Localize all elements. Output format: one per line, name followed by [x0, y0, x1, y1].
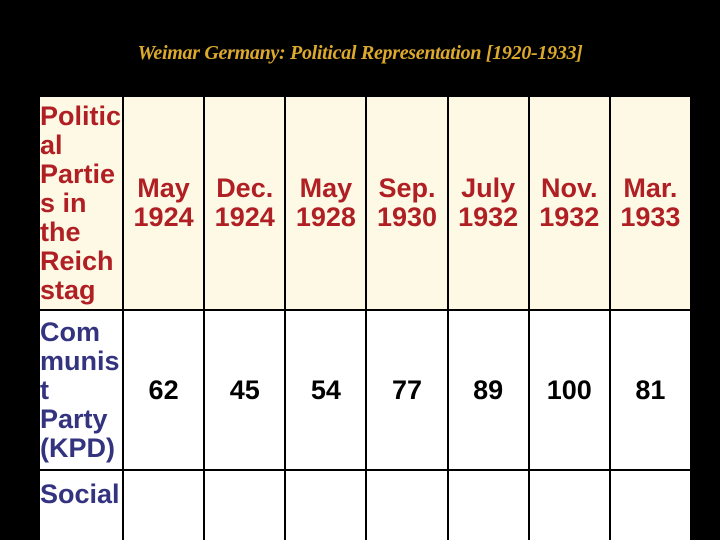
value-cell	[203, 469, 287, 540]
value-cell	[446, 469, 530, 540]
representation-table: Political Parties in the Reichstag May 1…	[38, 95, 692, 540]
column-header-sep-1930: Sep. 1930	[365, 95, 449, 311]
value-cell	[608, 469, 692, 540]
slide-title: Weimar Germany: Political Representation…	[137, 42, 583, 64]
corner-header: Political Parties in the Reichstag	[38, 95, 124, 311]
value-cell: 62	[121, 309, 206, 471]
value-cell	[121, 469, 206, 540]
column-header-may-1924: May 1924	[121, 95, 206, 311]
value-cell	[365, 469, 449, 540]
table-row-social: Social	[38, 469, 692, 540]
value-cell: 100	[527, 309, 611, 471]
column-header-mar-1933: Mar. 1933	[608, 95, 692, 311]
value-cell	[284, 469, 368, 540]
value-cell: 54	[284, 309, 368, 471]
value-cell	[527, 469, 611, 540]
value-cell: 89	[446, 309, 530, 471]
table-container: Political Parties in the Reichstag May 1…	[38, 95, 692, 540]
value-cell: 77	[365, 309, 449, 471]
column-header-dec-1924: Dec. 1924	[203, 95, 287, 311]
party-label-kpd: Communist Party (KPD)	[38, 309, 124, 471]
party-label-social: Social	[38, 469, 124, 540]
column-header-july-1932: July 1932	[446, 95, 530, 311]
column-header-may-1928: May 1928	[284, 95, 368, 311]
value-cell: 45	[203, 309, 287, 471]
value-cell: 81	[608, 309, 692, 471]
column-header-nov-1932: Nov. 1932	[527, 95, 611, 311]
table-row-kpd: Communist Party (KPD) 62 45 54 77 89 100…	[38, 309, 692, 471]
table-header-row: Political Parties in the Reichstag May 1…	[38, 95, 692, 311]
